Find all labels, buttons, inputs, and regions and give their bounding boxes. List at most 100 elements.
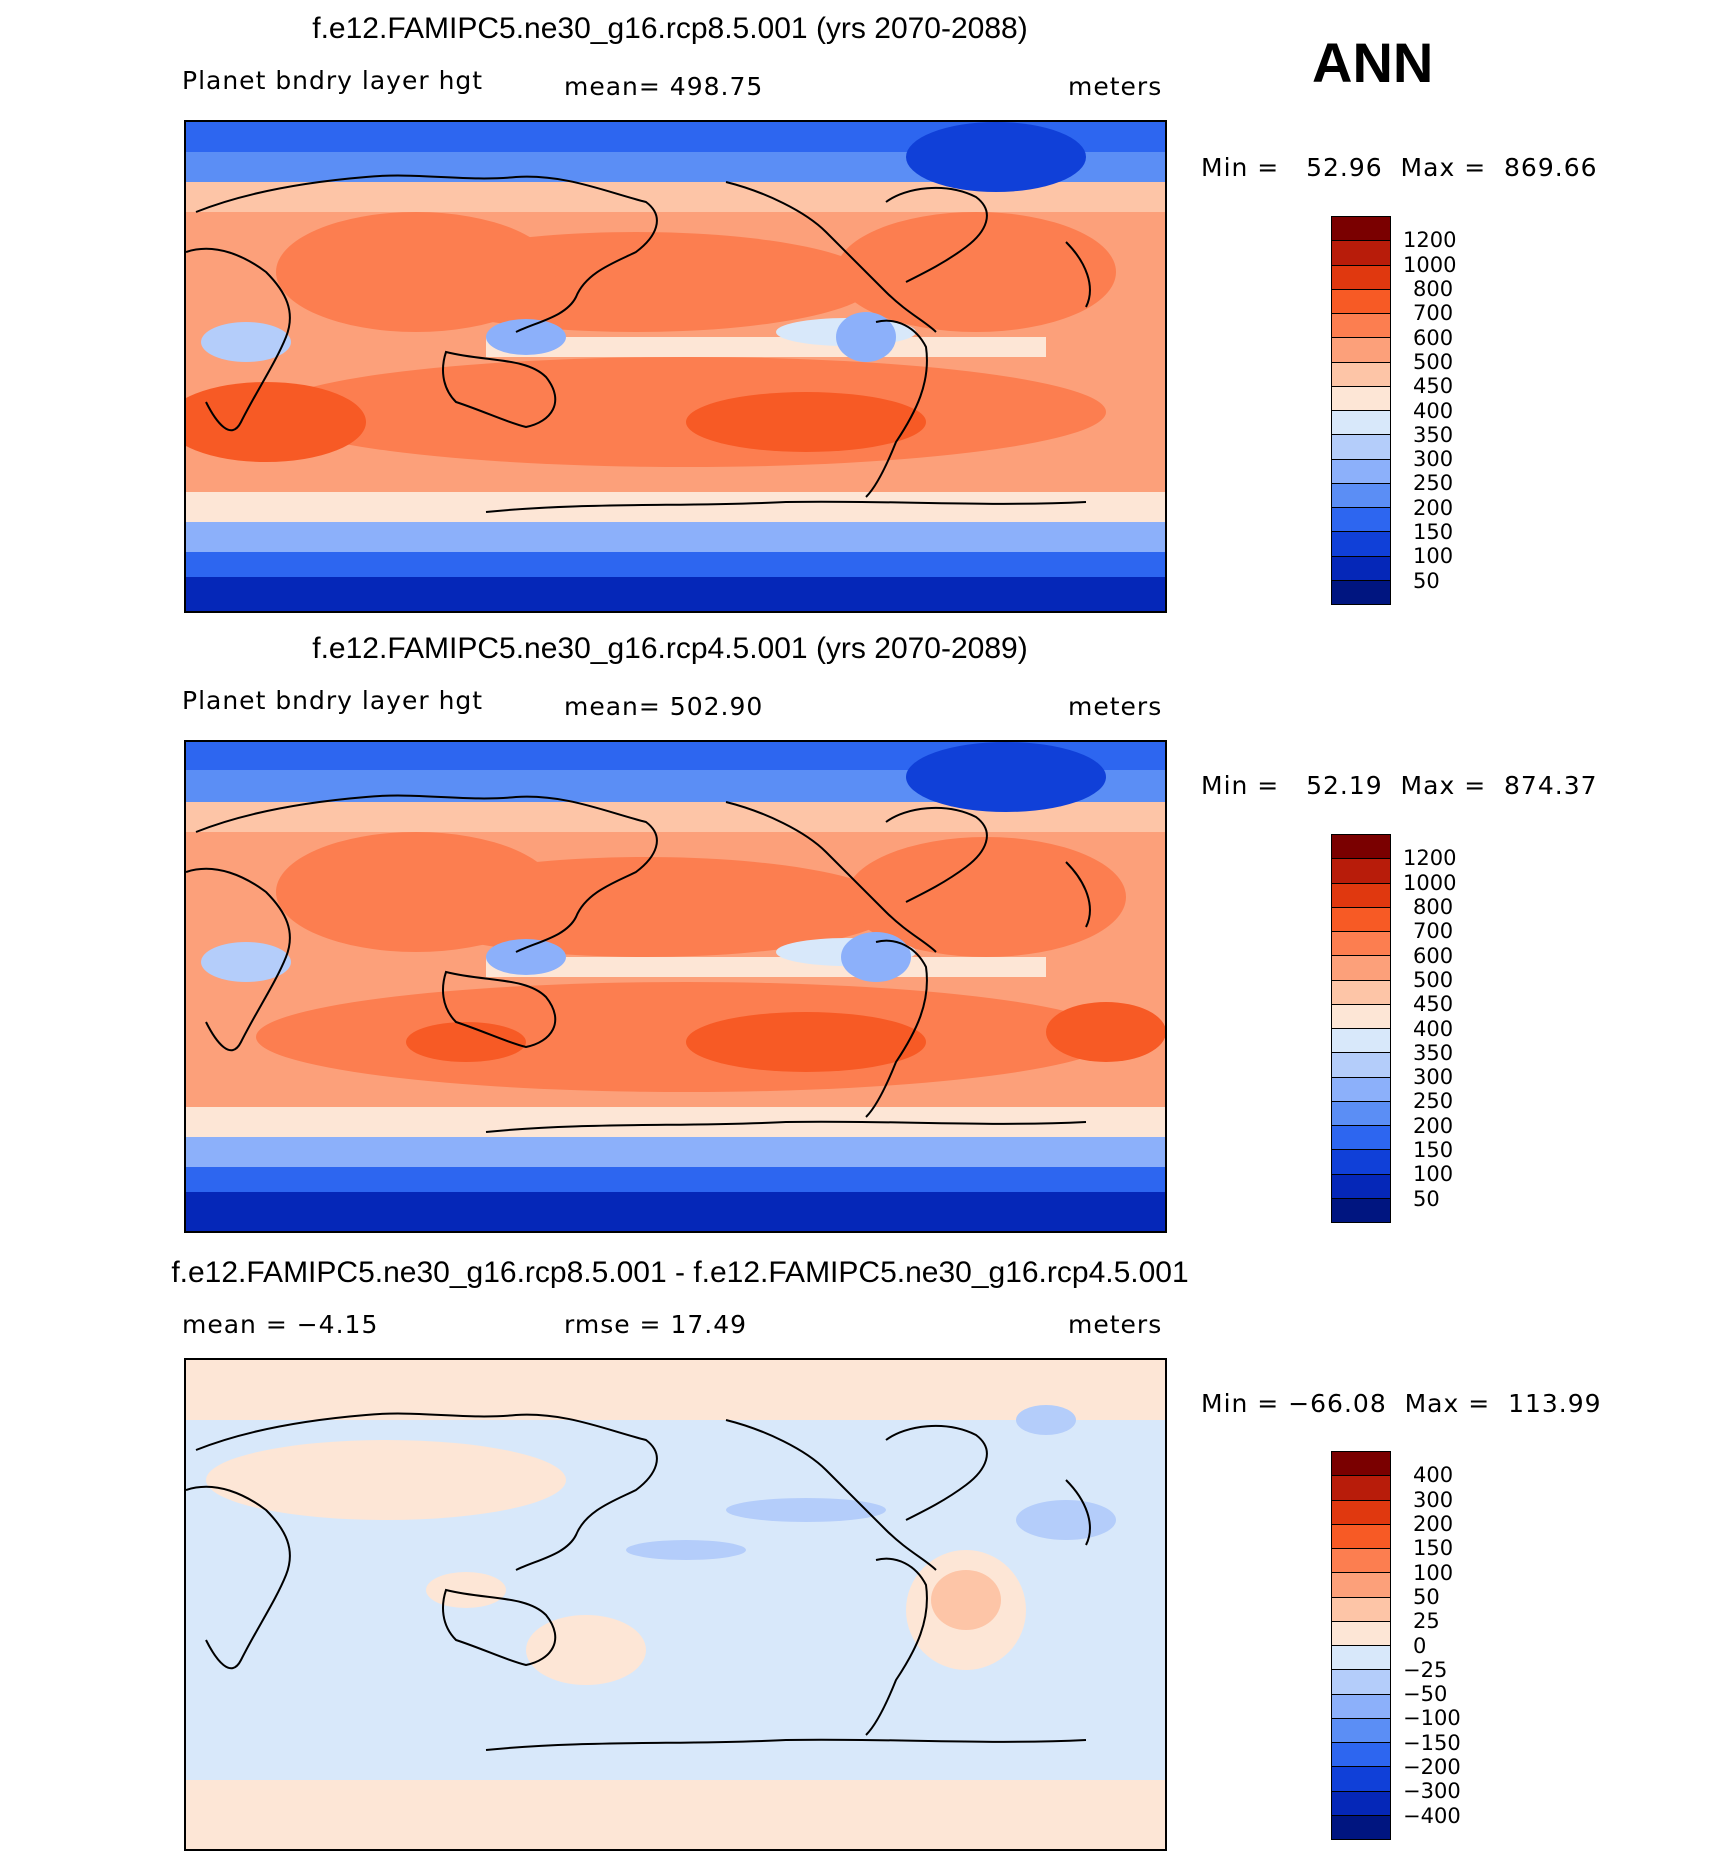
colorbar-level-label: 200 [1413,495,1454,520]
colorbar-swatch [1332,1475,1390,1500]
colorbar-swatch [1332,1669,1390,1694]
colorbar-level-label: 250 [1413,471,1454,496]
colorbar-swatch [1332,1790,1390,1815]
panel2-minmax: Min = 52.19 Max = 874.37 [1201,771,1598,800]
panel1-colorbar [1331,216,1391,605]
colorbar-level-label: 50 [1413,568,1440,593]
colorbar-level-label: 800 [1413,894,1454,919]
colorbar-swatch [1332,482,1390,507]
colorbar-swatch [1332,1100,1390,1125]
colorbar-swatch [1332,1452,1390,1476]
colorbar-level-label: 350 [1413,422,1454,447]
colorbar-swatch [1332,1766,1390,1791]
colorbar-swatch [1332,385,1390,410]
colorbar-swatch [1332,240,1390,265]
colorbar-level-label: 600 [1413,943,1454,968]
panel3-colorbar-labels: 400 300 200 150 100 50 25 0 −25 −50 −100 −150 −200 −3… [1403,1451,1493,1840]
colorbar-level-label: −300 [1403,1779,1461,1804]
colorbar-level-label: 400 [1413,398,1454,423]
panel1-variable-label: Planet bndry layer hgt [182,66,484,95]
colorbar-swatch [1332,1028,1390,1053]
colorbar-swatch [1332,1742,1390,1767]
panel1-units: meters [1068,72,1163,101]
panel2-title: f.e12.FAMIPC5.ne30_g16.rcp4.5.001 (yrs 2… [312,632,1028,665]
panel1-colorbar-labels: 1200 1000 800 700 600 500 450 400 350 300 250 200 15… [1403,216,1483,605]
panel3-mean: mean = −4.15 [182,1310,379,1339]
colorbar-level-label: 300 [1413,447,1454,472]
colorbar-level-label: 700 [1413,919,1454,944]
colorbar-swatch [1332,882,1390,907]
panel1-minmax: Min = 52.96 Max = 869.66 [1201,153,1598,182]
colorbar-level-label: 250 [1413,1089,1454,1114]
colorbar-level-label: −200 [1403,1755,1461,1780]
panel2-map [184,740,1167,1233]
panel1-map [184,120,1167,613]
colorbar-swatch [1332,264,1390,289]
panel1-title: f.e12.FAMIPC5.ne30_g16.rcp8.5.001 (yrs 2… [312,12,1028,45]
colorbar-level-label: −100 [1403,1706,1461,1731]
colorbar-swatch [1332,1596,1390,1621]
colorbar-level-label: 450 [1413,992,1454,1017]
colorbar-swatch [1332,313,1390,338]
panel3-minmax: Min = −66.08 Max = 113.99 [1201,1389,1602,1418]
colorbar-swatch [1332,555,1390,580]
colorbar-swatch [1332,1149,1390,1174]
colorbar-swatch [1332,1572,1390,1597]
colorbar-swatch [1332,1197,1390,1222]
panel3-colorbar-cells [1332,1452,1390,1839]
colorbar-swatch [1332,1814,1390,1839]
colorbar-level-label: 25 [1413,1609,1440,1634]
colorbar-level-label: 100 [1413,1560,1454,1585]
colorbar-swatch [1332,1693,1390,1718]
colorbar-level-label: 800 [1413,276,1454,301]
colorbar-swatch [1332,1645,1390,1670]
colorbar-level-label: −25 [1403,1657,1448,1682]
colorbar-level-label: −150 [1403,1730,1461,1755]
panel3-colorbar [1331,1451,1391,1840]
colorbar-level-label: 50 [1413,1584,1440,1609]
colorbar-level-label: 150 [1413,1138,1454,1163]
panel1-map-field [186,122,1165,611]
colorbar-swatch [1332,1052,1390,1077]
colorbar-swatch [1332,361,1390,386]
panel3-map-field [186,1360,1165,1849]
colorbar-swatch [1332,531,1390,556]
colorbar-level-label: 1000 [1403,870,1457,895]
colorbar-swatch [1332,1620,1390,1645]
colorbar-swatch [1332,1717,1390,1742]
panel1-colorbar-cells [1332,217,1390,604]
colorbar-swatch [1332,906,1390,931]
colorbar-swatch [1332,1003,1390,1028]
colorbar-level-label: 350 [1413,1040,1454,1065]
panel2-variable-label: Planet bndry layer hgt [182,686,484,715]
colorbar-swatch [1332,1125,1390,1150]
colorbar-level-label: 1200 [1403,228,1457,253]
colorbar-swatch [1332,931,1390,956]
colorbar-swatch [1332,858,1390,883]
colorbar-level-label: 300 [1413,1065,1454,1090]
panel2-mean: mean= 502.90 [564,692,764,721]
colorbar-swatch [1332,410,1390,435]
panel2-units: meters [1068,692,1163,721]
panel1-mean: mean= 498.75 [564,72,764,101]
colorbar-level-label: 400 [1413,1463,1454,1488]
colorbar-swatch [1332,835,1390,859]
colorbar-level-label: −400 [1403,1803,1461,1828]
colorbar-level-label: 100 [1413,544,1454,569]
panel2-colorbar-labels: 1200 1000 800 700 600 500 450 400 350 300 250 200 15… [1403,834,1483,1223]
colorbar-level-label: 700 [1413,301,1454,326]
colorbar-level-label: −50 [1403,1682,1448,1707]
colorbar-level-label: 500 [1413,967,1454,992]
panel2-map-field [186,742,1165,1231]
colorbar-level-label: 600 [1413,325,1454,350]
colorbar-level-label: 1000 [1403,252,1457,277]
colorbar-level-label: 1200 [1403,846,1457,871]
panel3-rmse: rmse = 17.49 [564,1310,748,1339]
colorbar-level-label: 150 [1413,520,1454,545]
colorbar-level-label: 450 [1413,374,1454,399]
colorbar-swatch [1332,217,1390,241]
colorbar-swatch [1332,1173,1390,1198]
colorbar-swatch [1332,288,1390,313]
colorbar-swatch [1332,1076,1390,1101]
season-label: ANN [1312,31,1434,94]
